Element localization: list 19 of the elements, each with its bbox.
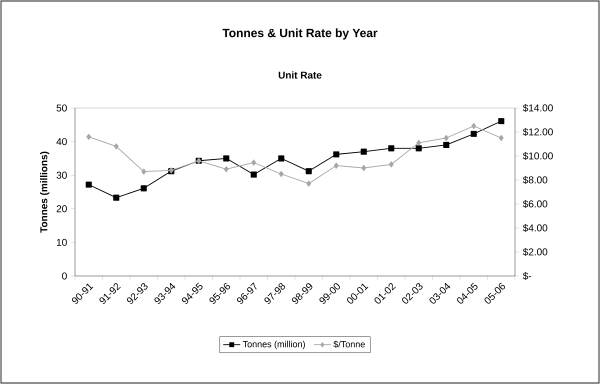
- y2-tick-label: $6.00: [522, 200, 548, 208]
- chart-title: Tonnes & Unit Rate by Year: [222, 28, 378, 40]
- y2-tick-label: $10.00: [522, 152, 553, 160]
- y-tick-label: 10: [56, 238, 67, 246]
- y-tick-label: 50: [56, 104, 67, 112]
- y2-tick-label: $12.00: [522, 128, 553, 136]
- y2-tick-label: $14.00: [522, 104, 553, 112]
- y2-tick-label: $2.00: [522, 248, 548, 256]
- y-tick-label: 30: [56, 172, 67, 179]
- chart-subtitle: Unit Rate: [278, 71, 322, 79]
- y-tick-label: 40: [56, 138, 67, 146]
- y2-tick-label: $8.00: [522, 176, 548, 184]
- y-tick-label: 20: [56, 205, 67, 212]
- legend-label: $/Tonne: [333, 340, 365, 348]
- legend-label: Tonnes (million): [242, 340, 305, 350]
- y2-tick-label: $4.00: [522, 224, 548, 232]
- y2-tick-label: $-: [522, 272, 532, 280]
- y-axis-title: Tonnes (millions): [40, 152, 50, 233]
- y-tick-label: 0: [62, 272, 67, 280]
